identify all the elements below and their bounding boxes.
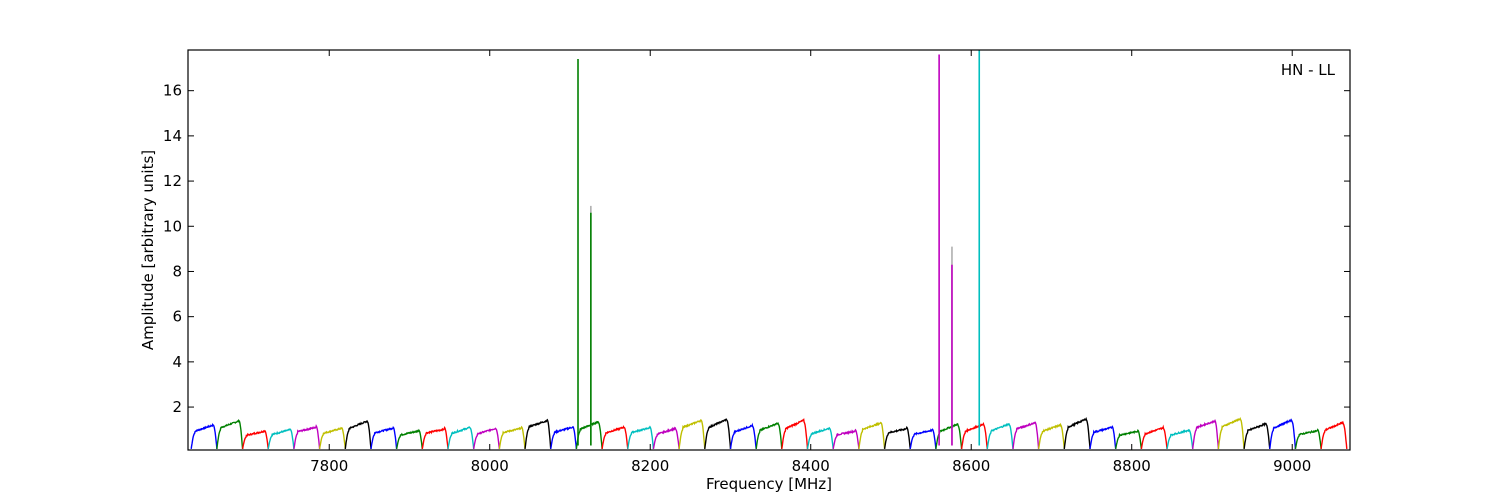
y-tick-label: 4: [172, 353, 182, 371]
x-tick-label: 7800: [310, 457, 348, 475]
y-tick-label: 2: [172, 398, 182, 416]
x-tick-label: 9000: [1273, 457, 1311, 475]
channel-bandpass-line: [1320, 420, 1348, 449]
channel-bandpass-line: [344, 419, 372, 449]
series-layer: [190, 416, 1348, 450]
channel-bandpass-line: [832, 428, 860, 450]
channel-bandpass-line: [318, 426, 346, 450]
plot-frame: [187, 49, 1351, 451]
channel-bandpass-line: [883, 425, 911, 450]
channel-bandpass-line: [1269, 418, 1297, 449]
channel-bandpass-line: [473, 427, 501, 450]
x-tick-label: 8200: [631, 457, 669, 475]
channel-bandpass-line: [935, 422, 963, 449]
channel-bandpass-line: [575, 420, 603, 449]
y-tick-label: 14: [163, 127, 182, 145]
channel-bandpass-line: [293, 424, 321, 450]
channel-bandpass-line: [241, 429, 269, 450]
channel-bandpass-line: [395, 428, 423, 450]
x-axis-label: Frequency [MHz]: [706, 475, 832, 493]
x-tick-label: 8600: [952, 457, 990, 475]
y-tick-label: 10: [163, 217, 182, 235]
channel-bandpass-line: [447, 426, 475, 450]
x-tick-label: 8000: [471, 457, 509, 475]
channel-bandpass-line: [601, 424, 629, 450]
channel-bandpass-line: [1089, 425, 1117, 450]
channel-bandpass-line: [960, 421, 988, 449]
chart-annotation: HN - LL: [1281, 61, 1336, 79]
channel-bandpass-line: [1294, 428, 1322, 450]
channel-bandpass-line: [1217, 416, 1245, 449]
channel-bandpass-line: [806, 426, 834, 450]
x-tick-label: 8400: [792, 457, 830, 475]
channel-bandpass-line: [267, 428, 295, 450]
y-tick-label: 6: [172, 308, 182, 326]
y-tick-label: 8: [172, 262, 182, 280]
channel-bandpass-line: [1192, 419, 1220, 449]
channel-bandpass-line: [216, 418, 244, 449]
channel-bandpass-line: [1037, 422, 1065, 450]
channel-bandpass-line: [755, 421, 783, 449]
y-axis: 2 4 6 8 10 12 14 16: [163, 82, 1350, 416]
channel-bandpass-line: [1166, 428, 1194, 450]
channel-bandpass-line: [781, 417, 809, 450]
channel-bandpass-line: [524, 418, 552, 449]
channel-bandpass-line: [370, 426, 398, 450]
y-axis-label: Amplitude [arbitrary units]: [139, 150, 157, 350]
y-tick-label: 16: [163, 82, 182, 100]
channel-bandpass-line: [704, 418, 732, 449]
channel-bandpass-line: [550, 425, 578, 450]
x-axis: 7800 8000 8200 8400 8600 8800 9000: [310, 50, 1311, 475]
channel-bandpass-line: [909, 428, 937, 450]
channel-bandpass-line: [652, 426, 680, 450]
channel-bandpass-line: [729, 422, 757, 449]
channel-bandpass-line: [1115, 429, 1143, 450]
channel-bandpass-line: [1063, 416, 1091, 449]
x-tick-label: 8800: [1113, 457, 1151, 475]
channel-bandpass-line: [678, 418, 706, 449]
channel-bandpass-line: [986, 422, 1014, 449]
channel-bandpass-line: [1140, 424, 1168, 450]
channel-bandpass-line: [498, 425, 526, 450]
channel-bandpass-line: [1243, 422, 1271, 449]
spike-layer: [577, 50, 981, 446]
channel-bandpass-line: [1012, 421, 1040, 449]
channel-bandpass-line: [858, 421, 886, 449]
y-tick-label: 12: [163, 172, 182, 190]
channel-bandpass-line: [627, 425, 655, 450]
channel-bandpass-line: [190, 422, 218, 449]
channel-bandpass-line: [421, 425, 449, 450]
